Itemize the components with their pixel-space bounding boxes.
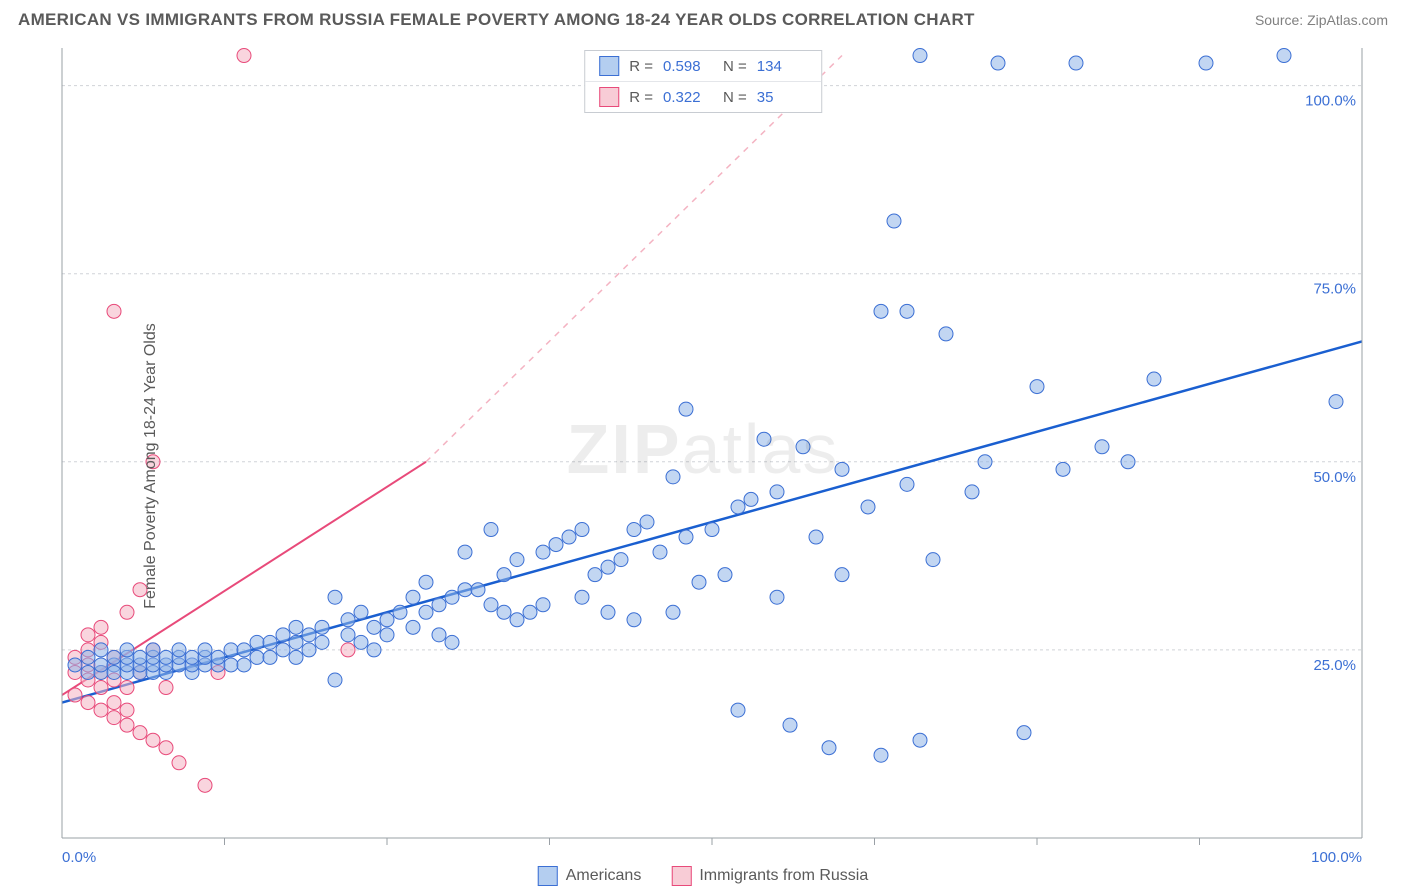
y-axis-label: Female Poverty Among 18-24 Year Olds [142,323,160,609]
chart-container: Female Poverty Among 18-24 Year Olds 25.… [0,40,1406,892]
svg-text:50.0%: 50.0% [1313,469,1356,486]
header: AMERICAN VS IMMIGRANTS FROM RUSSIA FEMAL… [0,0,1406,36]
series-legend: Americans Immigrants from Russia [538,866,869,886]
correlation-legend: R = 0.598 N = 134 R = 0.322 N = 35 [584,50,822,113]
scatter-plot: 25.0% 50.0% 75.0% 100.0% 0.0% 100.0% [0,40,1406,892]
swatch-immigrants-icon [671,866,691,886]
swatch-immigrants [599,87,619,107]
legend-item-americans: Americans [538,866,642,886]
svg-text:100.0%: 100.0% [1311,849,1362,866]
legend-row-immigrants: R = 0.322 N = 35 [585,82,821,112]
svg-text:100.0%: 100.0% [1305,93,1356,110]
swatch-americans-icon [538,866,558,886]
chart-title: AMERICAN VS IMMIGRANTS FROM RUSSIA FEMAL… [18,10,975,30]
swatch-americans [599,56,619,76]
legend-item-immigrants: Immigrants from Russia [671,866,868,886]
legend-row-americans: R = 0.598 N = 134 [585,51,821,82]
svg-text:0.0%: 0.0% [62,849,96,866]
svg-text:75.0%: 75.0% [1313,281,1356,298]
source-label: Source: ZipAtlas.com [1255,12,1388,28]
svg-text:25.0%: 25.0% [1313,657,1356,674]
